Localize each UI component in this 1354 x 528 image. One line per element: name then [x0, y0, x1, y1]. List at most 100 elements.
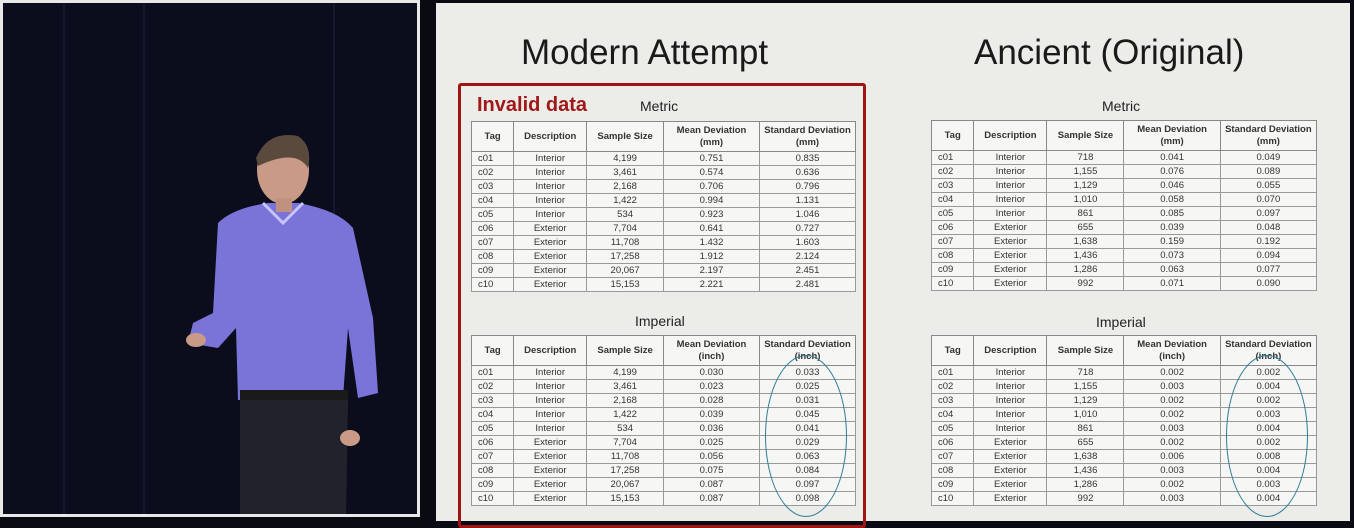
modern-imperial-label: Imperial [635, 313, 685, 329]
table-cell: 0.002 [1123, 365, 1221, 380]
table-cell: c05 [930, 421, 975, 436]
table-cell: 0.046 [1123, 178, 1221, 193]
table-cell: 0.192 [1219, 234, 1318, 249]
table-cell: Interior [513, 421, 588, 436]
table-cell: Interior [513, 179, 588, 194]
table-cell: 0.002 [1123, 407, 1221, 422]
table-cell: Interior [973, 206, 1048, 221]
table-cell: 2.124 [758, 249, 857, 264]
table-cell: Interior [973, 379, 1048, 394]
table-cell: 0.087 [662, 477, 760, 492]
table-cell: 718 [1046, 150, 1125, 165]
table-cell: 1,422 [586, 193, 664, 208]
column-header: Tag [930, 335, 975, 366]
table-cell: 1,155 [1046, 164, 1125, 179]
table-cell: 11,708 [586, 235, 664, 250]
table-cell: c07 [470, 449, 515, 464]
column-header: Sample Size [586, 335, 664, 366]
table-cell: 17,258 [586, 249, 664, 264]
table-cell: 1.131 [758, 193, 857, 208]
table-row: c06 Exterior 655 0.039 0.048 [930, 220, 1318, 235]
table-cell: Interior [513, 165, 588, 180]
column-header: Sample Size [1046, 335, 1125, 366]
table-cell: 0.002 [1123, 393, 1221, 408]
table-cell: 534 [586, 421, 664, 436]
table-cell: 0.159 [1123, 234, 1221, 249]
table-cell: c02 [930, 164, 975, 179]
table-row: c04 Interior 1,010 0.058 0.070 [930, 192, 1318, 207]
table-cell: 0.835 [758, 151, 857, 166]
table-cell: Exterior [973, 248, 1048, 263]
table-cell: Exterior [973, 463, 1048, 478]
table-cell: c04 [930, 407, 975, 422]
table-cell: 0.023 [662, 379, 760, 394]
table-cell: c05 [470, 207, 515, 222]
table-cell: 861 [1046, 206, 1125, 221]
table-cell: Exterior [973, 262, 1048, 277]
table-cell: Exterior [513, 235, 588, 250]
table-cell: Interior [513, 151, 588, 166]
table-cell: 0.089 [1219, 164, 1318, 179]
table-cell: 0.041 [1123, 150, 1221, 165]
ancient-metric-label: Metric [1102, 98, 1141, 114]
table-cell: c03 [930, 393, 975, 408]
table-row: c02 Interior 3,461 0.574 0.636 [470, 165, 857, 180]
table-cell: 1,155 [1046, 379, 1125, 394]
table-cell: 15,153 [586, 277, 664, 292]
table-cell: 0.056 [662, 449, 760, 464]
table-cell: c10 [930, 276, 975, 291]
column-header: Tag [470, 121, 515, 152]
table-cell: c08 [930, 248, 975, 263]
table-cell: 0.028 [662, 393, 760, 408]
table-cell: Exterior [973, 234, 1048, 249]
table-cell: c02 [930, 379, 975, 394]
modern-metric-table: Tag Description Sample Size Mean Deviation … [470, 121, 857, 292]
table-cell: 0.751 [662, 151, 760, 166]
table-cell: 0.796 [758, 179, 857, 194]
column-header: Standard Deviation (mm) [1219, 120, 1318, 151]
table-cell: 17,258 [586, 463, 664, 478]
table-row: c05 Interior 534 0.923 1.046 [470, 207, 857, 222]
table-cell: Interior [973, 178, 1048, 193]
table-cell: 655 [1046, 220, 1125, 235]
table-cell: 1,129 [1046, 393, 1125, 408]
table-cell: 992 [1046, 276, 1125, 291]
table-cell: c01 [930, 365, 975, 380]
table-cell: c04 [470, 193, 515, 208]
table-cell: 0.994 [662, 193, 760, 208]
table-row: c09 Exterior 1,286 0.063 0.077 [930, 262, 1318, 277]
table-cell: 2.197 [662, 263, 760, 278]
table-cell: 0.073 [1123, 248, 1221, 263]
table-cell: c06 [930, 220, 975, 235]
table-cell: 0.003 [1123, 463, 1221, 478]
table-cell: c01 [470, 365, 515, 380]
table-cell: c07 [930, 449, 975, 464]
table-row: c09 Exterior 20,067 2.197 2.451 [470, 263, 857, 278]
table-cell: c06 [470, 435, 515, 450]
column-header: Description [973, 335, 1048, 366]
table-cell: 0.077 [1219, 262, 1318, 277]
table-cell: Interior [513, 379, 588, 394]
table-cell: c09 [930, 262, 975, 277]
table-cell: 1.912 [662, 249, 760, 264]
table-cell: Interior [973, 393, 1048, 408]
table-cell: 0.002 [1123, 477, 1221, 492]
table-cell: 0.706 [662, 179, 760, 194]
table-cell: Exterior [973, 276, 1048, 291]
table-cell: c04 [930, 192, 975, 207]
table-cell: Interior [513, 365, 588, 380]
table-cell: 0.923 [662, 207, 760, 222]
table-cell: 15,153 [586, 491, 664, 506]
table-cell: Exterior [513, 435, 588, 450]
table-cell: c08 [470, 463, 515, 478]
table-cell: c09 [470, 477, 515, 492]
table-cell: 2.451 [758, 263, 857, 278]
table-cell: 3,461 [586, 165, 664, 180]
table-cell: 20,067 [586, 263, 664, 278]
table-cell: c05 [470, 421, 515, 436]
table-cell: 0.090 [1219, 276, 1318, 291]
table-cell: 4,199 [586, 151, 664, 166]
table-cell: c02 [470, 165, 515, 180]
column-header: Sample Size [586, 121, 664, 152]
table-cell: 2.221 [662, 277, 760, 292]
